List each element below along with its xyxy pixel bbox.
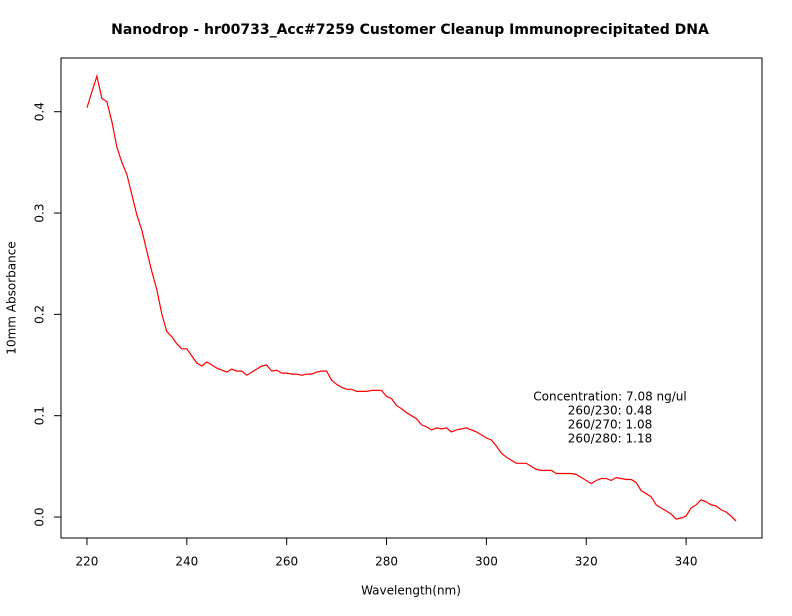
y-tick-label: 0.4	[33, 102, 47, 121]
y-tick-label: 0.0	[33, 507, 47, 526]
x-tick-label: 260	[275, 555, 298, 569]
annotation: 260/230: 0.48	[568, 404, 652, 418]
y-axis-label: 10mm Absorbance	[5, 241, 19, 354]
y-tick-label: 0.3	[33, 203, 47, 222]
x-tick-label: 240	[175, 555, 198, 569]
annotation: Concentration: 7.08 ng/ul	[533, 390, 687, 404]
y-tick-label: 0.2	[33, 305, 47, 324]
x-tick-label: 320	[575, 555, 598, 569]
chart-title: Nanodrop - hr00733_Acc#7259 Customer Cle…	[111, 22, 709, 38]
x-tick-label: 340	[675, 555, 698, 569]
x-axis-label: Wavelength(nm)	[361, 584, 461, 598]
x-tick-label: 300	[475, 555, 498, 569]
plot-frame	[60, 57, 763, 539]
data-line	[86, 73, 737, 522]
x-tick-label: 220	[76, 555, 99, 569]
y-tick-label: 0.1	[33, 406, 47, 425]
annotation: 260/270: 1.08	[568, 418, 652, 432]
x-tick-label: 280	[375, 555, 398, 569]
annotation: 260/280: 1.18	[568, 432, 652, 446]
